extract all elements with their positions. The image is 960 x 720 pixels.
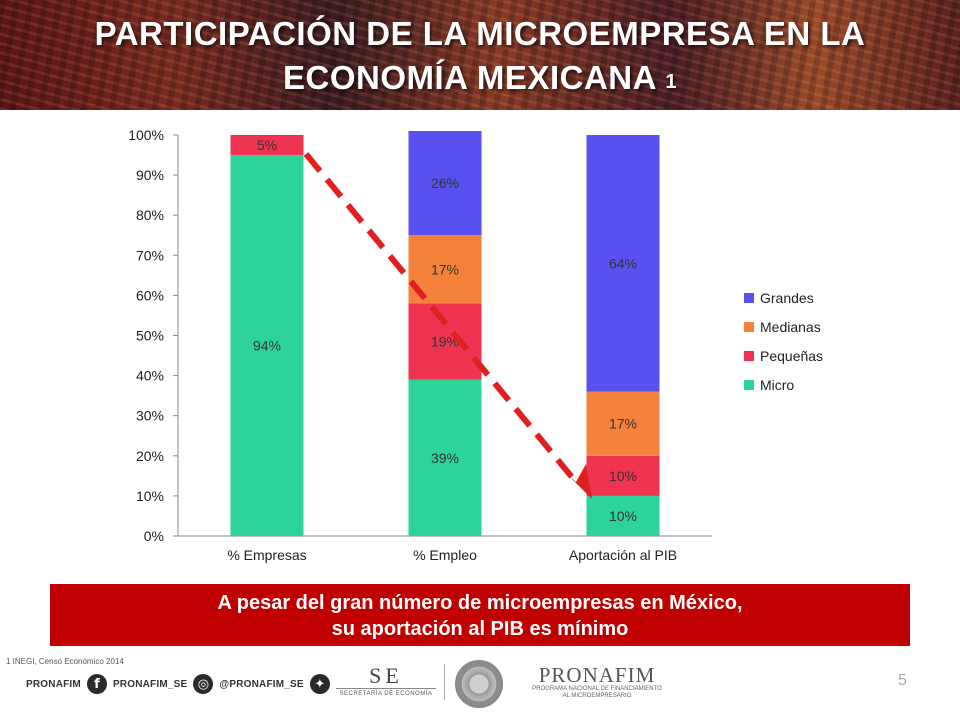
x-tick-label: % Empresas — [227, 547, 306, 563]
bar-segment — [408, 130, 482, 236]
national-seal-icon — [455, 660, 503, 708]
facebook-icon[interactable]: f — [86, 674, 107, 694]
social-label-3: @PRONAFIM_SE — [219, 678, 304, 690]
legend-swatch — [744, 322, 754, 332]
x-tick-label: % Empleo — [413, 547, 477, 563]
pronafim-subtitle-2: AL MICROEMPRESARIO — [562, 693, 632, 699]
legend-label: Medianas — [760, 319, 821, 335]
legend-swatch — [744, 351, 754, 361]
bar-segment — [586, 391, 660, 456]
data-label: 17% — [609, 416, 637, 432]
data-label: 39% — [431, 450, 459, 466]
data-label: 64% — [609, 255, 637, 271]
instagram-icon[interactable]: ◎ — [193, 674, 214, 694]
bar-segment — [230, 155, 304, 537]
data-label: 19% — [431, 334, 459, 350]
pronafim-logo: PRONAFIM PROGRAMA NACIONAL DE FINANCIAMI… — [512, 664, 682, 704]
header-banner — [0, 0, 960, 110]
y-tick-label: 60% — [136, 287, 164, 303]
bar-segment — [408, 303, 482, 380]
page-number: 5 — [898, 672, 907, 689]
logo-divider — [444, 664, 445, 700]
legend-label: Micro — [760, 377, 794, 393]
y-tick-label: 80% — [136, 207, 164, 223]
social-links: PRONAFIM f PRONAFIM_SE ◎ @PRONAFIM_SE ✦ — [26, 672, 330, 696]
title-footnote-mark: 1 — [665, 71, 678, 93]
data-label: 10% — [609, 468, 637, 484]
title-line-2: ECONOMÍA MEXICANA 1 — [20, 56, 940, 100]
title-line-2-text: ECONOMÍA MEXICANA — [282, 59, 656, 96]
y-tick-label: 0% — [144, 528, 164, 544]
banner-line-2: su aportación al PIB es mínimo — [331, 618, 629, 640]
legend-label: Pequeñas — [760, 348, 823, 364]
page-title: PARTICIPACIÓN DE LA MICROEMPRESA EN LA E… — [20, 12, 940, 100]
data-label: 94% — [253, 338, 281, 354]
data-label: 5% — [257, 137, 277, 153]
y-tick-label: 100% — [128, 127, 164, 143]
se-logo: SE SECRETARÍA DE ECONOMÍA — [336, 664, 436, 704]
pronafim-subtitle-1: PROGRAMA NACIONAL DE FINANCIAMIENTO — [532, 686, 662, 692]
legend-swatch — [744, 293, 754, 303]
se-logo-subtitle: SECRETARÍA DE ECONOMÍA — [336, 688, 436, 697]
trend-arrow — [303, 152, 579, 484]
social-label-2: PRONAFIM_SE — [112, 678, 188, 690]
y-tick-label: 40% — [136, 368, 164, 384]
pronafim-logo-text: PRONAFIM — [538, 663, 656, 687]
social-label-1: PRONAFIM — [26, 678, 81, 690]
twitter-icon[interactable]: ✦ — [309, 674, 330, 694]
bar-segment — [586, 495, 660, 536]
se-logo-text: SE — [369, 663, 403, 688]
data-label: 17% — [431, 261, 459, 277]
bar-segment — [408, 379, 482, 536]
stacked-bar-chart: 0% 10% 20% 30% 40% 50% 60% 70% 80% 90% 100% 94% 5% % … — [128, 127, 823, 563]
y-tick-label: 50% — [136, 328, 164, 344]
bar-segment — [230, 135, 304, 156]
footnote: 1 INEGI, Censo Económico 2014 — [6, 657, 124, 666]
title-line-1: PARTICIPACIÓN DE LA MICROEMPRESA EN LA — [94, 15, 866, 52]
legend-swatch — [744, 380, 754, 390]
data-label: 26% — [431, 175, 459, 191]
conclusion-banner: A pesar del gran número de microempresas… — [50, 584, 910, 646]
y-tick-label: 90% — [136, 167, 164, 183]
data-label: 10% — [609, 508, 637, 524]
y-tick-label: 30% — [136, 408, 164, 424]
y-tick-label: 70% — [136, 247, 164, 263]
x-tick-label: Aportación al PIB — [569, 547, 677, 563]
trend-arrow-head — [566, 464, 592, 499]
bar-segment — [586, 455, 660, 496]
banner-line-1: A pesar del gran número de microempresas… — [217, 592, 743, 614]
legend-label: Grandes — [760, 290, 814, 306]
y-tick-label: 10% — [136, 488, 164, 504]
y-tick-label: 20% — [136, 448, 164, 464]
bar-segment — [586, 135, 660, 392]
